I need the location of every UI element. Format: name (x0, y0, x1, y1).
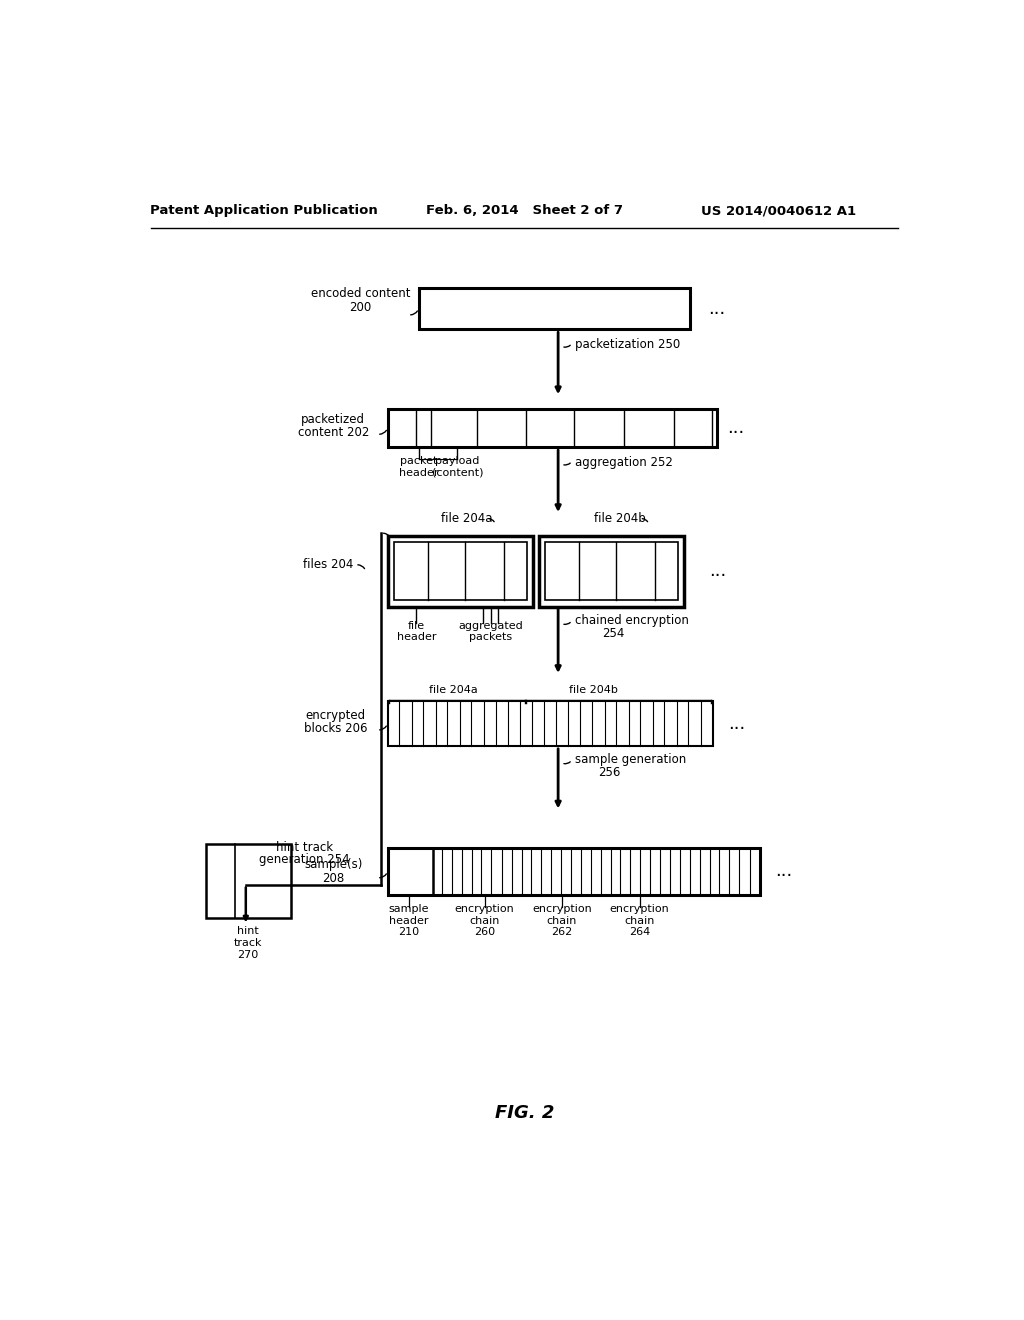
Text: packet: packet (400, 455, 437, 466)
Text: 208: 208 (323, 871, 344, 884)
Text: encryption: encryption (609, 904, 670, 915)
Bar (545, 543, 678, 601)
Text: content 202: content 202 (298, 426, 369, 440)
Text: chain: chain (625, 916, 654, 925)
Text: file 204a: file 204a (441, 512, 493, 525)
Text: header: header (399, 467, 438, 478)
Text: encryption: encryption (532, 904, 592, 915)
Text: Patent Application Publication: Patent Application Publication (150, 205, 378, 218)
Text: track: track (233, 939, 262, 948)
Text: chain: chain (469, 916, 500, 925)
Text: file 204b: file 204b (568, 685, 617, 696)
Text: packetization 250: packetization 250 (575, 338, 680, 351)
Text: chain: chain (547, 916, 578, 925)
Text: encryption: encryption (455, 904, 514, 915)
Text: chained encryption: chained encryption (575, 614, 689, 627)
Text: 270: 270 (238, 949, 259, 960)
Text: aggregated: aggregated (459, 620, 523, 631)
Text: packetized: packetized (301, 413, 366, 426)
Text: 210: 210 (398, 927, 419, 937)
Bar (388, 701, 713, 746)
Text: generation 254: generation 254 (259, 853, 350, 866)
Text: file 204a: file 204a (429, 685, 478, 696)
Text: ...: ... (729, 714, 745, 733)
Text: files 204: files 204 (303, 558, 353, 572)
Bar (419, 288, 690, 330)
Text: file 204b: file 204b (594, 512, 646, 525)
Text: header: header (396, 632, 436, 643)
Text: Feb. 6, 2014   Sheet 2 of 7: Feb. 6, 2014 Sheet 2 of 7 (426, 205, 624, 218)
Text: packets: packets (469, 632, 512, 643)
Text: hint track: hint track (276, 841, 333, 854)
Text: 262: 262 (551, 927, 572, 937)
Bar (388, 409, 717, 447)
Text: blocks 206: blocks 206 (304, 722, 368, 735)
Text: header: header (389, 916, 428, 925)
Text: 256: 256 (598, 767, 621, 779)
Text: encoded content: encoded content (310, 288, 411, 301)
Text: 200: 200 (349, 301, 372, 314)
Bar (388, 536, 534, 607)
Text: (content): (content) (432, 467, 483, 478)
Text: 254: 254 (602, 627, 625, 640)
Text: ...: ... (708, 300, 725, 318)
Text: payload: payload (435, 455, 479, 466)
Text: sample generation: sample generation (575, 754, 686, 767)
Bar (394, 543, 527, 601)
Text: US 2014/0040612 A1: US 2014/0040612 A1 (701, 205, 856, 218)
Text: file: file (408, 620, 425, 631)
Text: 264: 264 (629, 927, 650, 937)
Text: sample: sample (388, 904, 429, 915)
Text: hint: hint (238, 927, 259, 936)
Text: aggregation 252: aggregation 252 (575, 455, 673, 469)
Bar (206, 843, 291, 917)
Text: ...: ... (727, 418, 744, 437)
Text: 260: 260 (474, 927, 495, 937)
Text: ...: ... (775, 862, 793, 880)
Bar (388, 847, 760, 895)
Text: FIG. 2: FIG. 2 (496, 1105, 554, 1122)
Text: ...: ... (710, 562, 726, 579)
Bar (539, 536, 684, 607)
Text: sample(s): sample(s) (304, 858, 362, 871)
Text: encrypted: encrypted (305, 709, 366, 722)
